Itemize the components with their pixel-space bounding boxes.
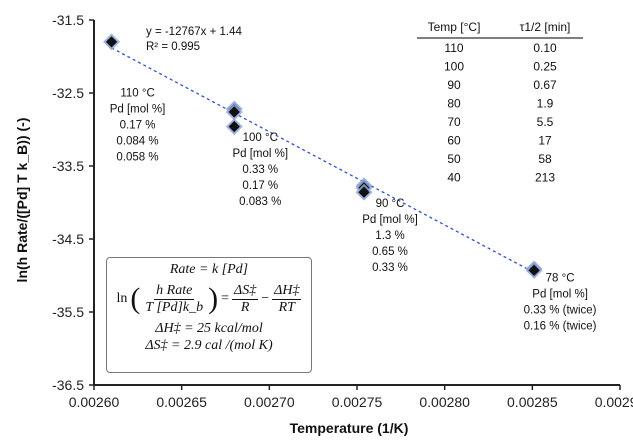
table-header: τ1/2 [min] (520, 20, 571, 34)
table-cell: 17 (538, 134, 552, 148)
x-tick-label: 0.00290 (595, 394, 633, 410)
table-cell: 70 (447, 115, 461, 129)
x-tick-label: 0.00270 (244, 394, 295, 410)
table-cell: 40 (447, 171, 461, 185)
y-tick-label: -32.5 (52, 85, 84, 101)
table-cell: 1.9 (537, 97, 554, 111)
point-annotation: 78 °C Pd [mol %] 0.33 % (twice) 0.16 % (twi… (524, 272, 597, 332)
point-marker (358, 186, 370, 198)
rate-law: Rate = k [Pd] (169, 262, 249, 277)
point-annotation: 110 °C Pd [mol %] 0.17 % 0.084 % 0.058 % (110, 88, 166, 164)
eyring-lhs-num: h Rate (154, 282, 195, 300)
table-cell: 213 (535, 171, 555, 185)
annotation-line: Pd [mol %] (232, 148, 288, 160)
x-tick-label: 0.00280 (419, 394, 470, 410)
trendline-group (111, 47, 535, 274)
enthalpy-den: RT (278, 299, 295, 315)
half-life-table: Temp [°C] τ1/2 [min] 110 0.10 100 0.25 90 0.67 8… (417, 20, 583, 185)
data-points (103, 33, 543, 279)
annotation-line: 78 °C (546, 272, 575, 284)
entropy-num: ΔS‡ (232, 282, 259, 300)
table-cell: 0.67 (533, 78, 557, 92)
eyring-lhs-fraction: h Rate T [Pd]k_b (143, 283, 205, 316)
table-cell: 90 (447, 78, 461, 92)
annotation-line: Pd [mol %] (110, 104, 166, 116)
annotation-line: 0.65 % (372, 246, 408, 258)
table-cell: 100 (444, 60, 464, 74)
data-point (225, 103, 243, 121)
y-tick-label: -36.5 (52, 377, 84, 393)
eyring-enthalpy-fraction: ΔH‡ RT (272, 282, 302, 316)
annotation-line: 0.33 % (twice) (524, 304, 597, 316)
y-axis-title: ln(h Rate/([Pd] T k_B)) (-) (14, 118, 30, 283)
eyring-equation: ln ( h Rate T [Pd]k_b ) = ΔS‡ R − ΔH‡ RT (107, 278, 311, 320)
eyring-entropy-fraction: ΔS‡ R (232, 282, 259, 316)
eyring-lhs-den: T [Pd]k_b (145, 299, 204, 315)
table-cell: 5.5 (537, 115, 554, 129)
paren-open: ( (130, 282, 141, 315)
annotation-line: 0.083 % (239, 196, 281, 208)
annotations: 110 °C Pd [mol %] 0.17 % 0.084 % 0.058 % 100 … (110, 88, 597, 333)
point-annotation: 100 °C Pd [mol %] 0.33 % 0.17 % 0.083 % (232, 132, 288, 208)
equals-sign: = (221, 291, 230, 306)
table-cell: 0.25 (533, 60, 557, 74)
data-point (525, 261, 543, 279)
annotation-line: 0.058 % (116, 152, 158, 164)
annotation-line: 100 °C (243, 132, 278, 144)
table-cell: 60 (447, 134, 461, 148)
trendline-equation: y = -12767x + 1.44 (146, 26, 243, 38)
ln-label: ln (116, 291, 128, 306)
axes: 0.00260 0.00265 0.00270 0.00275 0.00280 0.002… (52, 12, 633, 410)
point-annotation: 90 °C Pd [mol %] 1.3 % 0.65 % 0.33 % (362, 198, 418, 274)
table-header: Temp [°C] (428, 20, 481, 34)
enthalpy-value: ΔH‡ = 25 kcal/mol (155, 321, 263, 336)
y-tick-label: -33.5 (52, 158, 84, 174)
annotation-line: 0.16 % (twice) (524, 320, 597, 332)
data-point (355, 183, 373, 201)
point-marker (105, 36, 118, 48)
annotation-line: 110 °C (120, 88, 154, 100)
y-tick-label: -31.5 (52, 12, 84, 28)
y-tick-label: -34.5 (52, 231, 84, 247)
table-cell: 80 (447, 97, 461, 111)
entropy-den: R (240, 299, 250, 315)
x-tick-label: 0.00265 (156, 394, 207, 410)
entropy-value: ΔS‡ = 2.9 cal /(mol K) (145, 338, 273, 353)
data-point (103, 33, 121, 51)
equation-box: Rate = k [Pd] ln ( h Rate T [Pd]k_b ) = … (106, 257, 312, 373)
annotation-line: 0.17 % (120, 120, 156, 132)
annotation-line: 0.084 % (116, 136, 158, 148)
data-point (225, 118, 243, 136)
trendline (111, 47, 535, 274)
trendline-r2: R² = 0.995 (146, 41, 200, 53)
y-tick-label: -35.5 (52, 304, 84, 320)
annotation-line: 0.17 % (242, 180, 278, 192)
x-axis-title: Temperature (1/K) (290, 420, 409, 436)
x-tick-label: 0.00285 (507, 394, 558, 410)
table-cell: 58 (538, 152, 552, 166)
table-cell: 110 (444, 41, 463, 55)
enthalpy-num: ΔH‡ (272, 282, 302, 300)
annotation-line: 0.33 % (242, 164, 278, 176)
annotation-line: Pd [mol %] (532, 288, 588, 300)
paren-close: ) (208, 282, 219, 315)
x-tick-label: 0.00260 (69, 394, 120, 410)
annotation-line: 0.33 % (372, 262, 408, 274)
table-cell: 0.10 (533, 41, 557, 55)
point-marker (528, 264, 540, 277)
x-tick-label: 0.00275 (332, 394, 383, 410)
annotation-line: Pd [mol %] (362, 214, 418, 226)
table-cell: 50 (447, 152, 461, 166)
annotation-line: 90 °C (376, 198, 405, 210)
minus-sign: − (261, 291, 270, 306)
annotation-line: 1.3 % (375, 230, 404, 242)
